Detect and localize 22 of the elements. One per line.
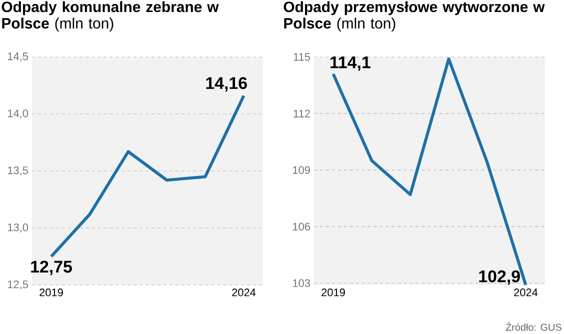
x-tick-label: 2019	[322, 288, 345, 296]
y-tick-label: 112	[294, 110, 310, 118]
y-tick-label: 109	[293, 166, 310, 174]
y-tick-label: 106	[293, 222, 310, 230]
x-tick-label: 2019	[40, 288, 63, 296]
y-tick-label: 13,5	[8, 166, 28, 176]
data-label: 102,9	[479, 270, 520, 285]
text: Źródło: GUS	[506, 322, 562, 331]
y-tick-label: 14,5	[8, 52, 28, 62]
line-series	[50, 94, 246, 258]
data-label: 12,75	[31, 260, 72, 276]
data-label: 114,1	[330, 56, 370, 71]
y-tick-label: 14,0	[8, 109, 28, 119]
y-tick-label: 12,5	[8, 280, 28, 290]
x-tick-label: 2024	[232, 288, 256, 296]
y-tick-label: 103	[293, 279, 310, 287]
y-tick-label: 115	[294, 53, 310, 61]
chart-title: Odpady komunalne zebrane w Polsce (mln ton)	[2, 1, 219, 32]
data-label: 14,16	[206, 77, 247, 92]
x-tick-label: 2024	[514, 288, 538, 296]
y-tick-label: 13,0	[8, 223, 28, 233]
chart-title: Odpady przemysłowe wytworzone w Polsce (mln ton)	[284, 1, 545, 32]
